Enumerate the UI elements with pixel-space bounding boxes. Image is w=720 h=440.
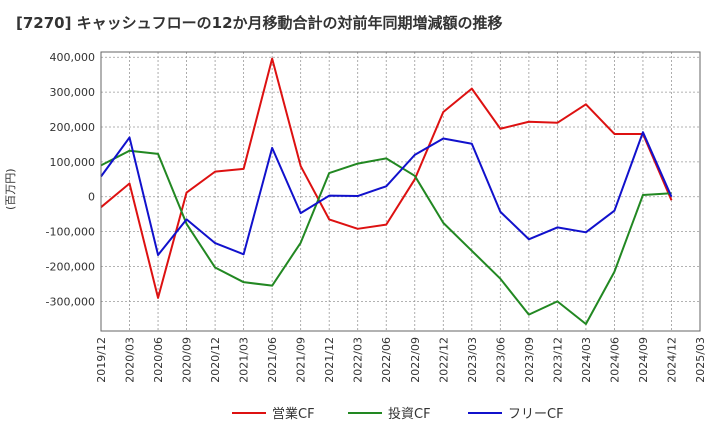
legend-label-3: フリーCF	[508, 407, 564, 422]
x-tick-label: 2019/12	[95, 337, 108, 383]
x-tick-label: 2021/12	[323, 337, 336, 383]
x-tick-label: 2020/03	[124, 337, 137, 383]
x-tick-label: 2022/09	[409, 337, 422, 383]
chart-title: [7270] キャッシュフローの12か月移動合計の対前年同期増減額の推移	[16, 14, 503, 32]
y-tick-label: 300,000	[50, 86, 96, 99]
y-axis-ticks: 400,000 300,000 200,000 100,000 0 -100,000 -20…	[46, 51, 95, 308]
x-tick-label: 2024/06	[608, 337, 621, 383]
x-tick-label: 2022/12	[437, 337, 450, 383]
x-tick-label: 2024/12	[665, 337, 678, 383]
x-tick-label: 2020/12	[209, 337, 222, 383]
series-line-3	[100, 131, 673, 256]
x-tick-label: 2021/03	[238, 337, 251, 383]
series-line-1	[100, 57, 673, 299]
legend-label-1: 営業CF	[272, 406, 315, 422]
legend: 営業CF 投資CF フリーCF	[232, 406, 564, 422]
x-tick-label: 2023/09	[523, 337, 536, 383]
x-axis-ticks: 2019/12 2020/03 2020/06 2020/09 2020/12 2021/…	[95, 337, 707, 383]
y-tick-label: -100,000	[46, 226, 95, 239]
grid-lines	[101, 52, 700, 331]
x-tick-label: 2022/03	[352, 337, 365, 383]
series-lines	[100, 57, 673, 326]
x-tick-label: 2023/03	[466, 337, 479, 383]
y-tick-label: -300,000	[46, 295, 95, 308]
legend-label-2: 投資CF	[388, 406, 431, 422]
x-tick-label: 2022/06	[380, 337, 393, 383]
y-tick-label: -200,000	[46, 260, 95, 273]
x-tick-label: 2020/06	[152, 337, 165, 383]
x-tick-label: 2021/06	[266, 337, 279, 383]
x-tick-label: 2024/03	[580, 337, 593, 383]
series-line-2	[100, 149, 672, 326]
x-tick-label: 2024/09	[637, 337, 650, 383]
x-tick-label: 2023/12	[551, 337, 564, 383]
x-tick-label: 2025/03	[694, 337, 707, 383]
y-tick-label: 200,000	[50, 121, 96, 134]
x-tick-label: 2023/06	[494, 337, 507, 383]
x-tick-label: 2021/09	[295, 337, 308, 383]
x-tick-label: 2020/09	[181, 337, 194, 383]
y-tick-label: 100,000	[50, 156, 96, 169]
plot-frame	[100, 51, 701, 332]
y-tick-label: 0	[88, 191, 95, 204]
y-tick-label: 400,000	[50, 51, 96, 64]
